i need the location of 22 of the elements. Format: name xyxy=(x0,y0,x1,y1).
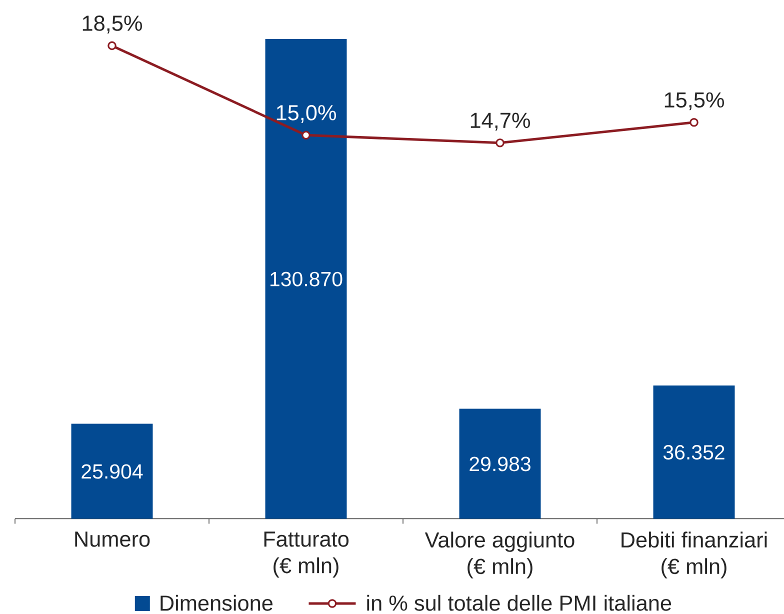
bar xyxy=(459,408,541,519)
data-label: 15,0% xyxy=(276,105,336,123)
data-label: 36.352 xyxy=(663,445,724,460)
x-tick-label: Fatturato (€ mln) xyxy=(264,532,349,578)
x-tick-label: Debiti finanziari (€ mln) xyxy=(622,532,767,578)
data-label: 130.870 xyxy=(270,272,342,286)
data-label: 29.983 xyxy=(470,456,530,472)
legend-label: Dimensione xyxy=(160,594,272,611)
data-label: 15,5% xyxy=(664,92,724,110)
point xyxy=(496,138,504,148)
bar xyxy=(265,38,347,519)
x-tick-label: Valore aggiunto (€ mln) xyxy=(424,532,574,578)
point xyxy=(690,118,698,127)
data-label: 25.904 xyxy=(82,464,143,479)
data-label: 14,7% xyxy=(470,112,530,131)
point xyxy=(302,130,310,140)
point xyxy=(108,41,116,50)
bar xyxy=(653,385,735,519)
legend-label: in % sul totale delle PMI italiane xyxy=(367,594,672,611)
bar xyxy=(71,424,153,519)
x-tick-label: Numero xyxy=(75,532,150,547)
data-label: 18,5% xyxy=(82,16,142,34)
